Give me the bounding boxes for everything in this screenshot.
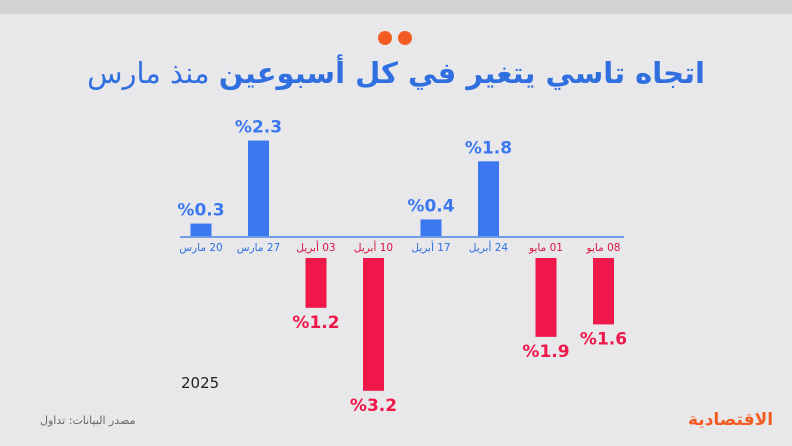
value-label: %0.4 (407, 196, 454, 216)
top-bar (0, 0, 792, 14)
bar (535, 258, 557, 337)
tick-label: 20 مارس (179, 242, 222, 254)
value-label: %1.2 (292, 313, 339, 333)
decor-dot-right (398, 31, 412, 45)
year-label: 2025 (181, 374, 220, 392)
brand-logo: الاقتصادية (688, 410, 774, 430)
tick-label: 03 أبريل (296, 240, 335, 254)
value-label: %1.6 (580, 329, 627, 349)
title-bold: اتجاه تاسي يتغير في كل أسبوعين (218, 56, 705, 90)
tick-label: 10 أبريل (354, 240, 393, 254)
tick-label: 01 مايو (528, 242, 563, 254)
tick-label: 17 أبريل (411, 240, 450, 254)
bar (593, 258, 614, 325)
bar (248, 140, 269, 236)
bar (478, 161, 499, 236)
bar (190, 223, 212, 236)
bar (363, 258, 384, 391)
value-label: %1.9 (522, 342, 569, 362)
value-label: %1.8 (465, 138, 512, 158)
value-label: %3.2 (350, 396, 397, 416)
value-label: %2.3 (235, 118, 282, 138)
title-light: منذ مارس (87, 56, 210, 90)
chart-title: اتجاه تاسي يتغير في كل أسبوعين منذ مارس (0, 56, 792, 90)
tick-label: 08 مايو (586, 242, 621, 254)
bar (305, 258, 327, 308)
decor-dot-left (378, 31, 392, 45)
tick-label: 24 أبريل (469, 240, 509, 254)
bar (420, 219, 442, 236)
data-source: مصدر البيانات: تداول (40, 414, 136, 427)
value-label: %0.3 (177, 201, 224, 221)
tick-label: 27 مارس (237, 242, 280, 254)
